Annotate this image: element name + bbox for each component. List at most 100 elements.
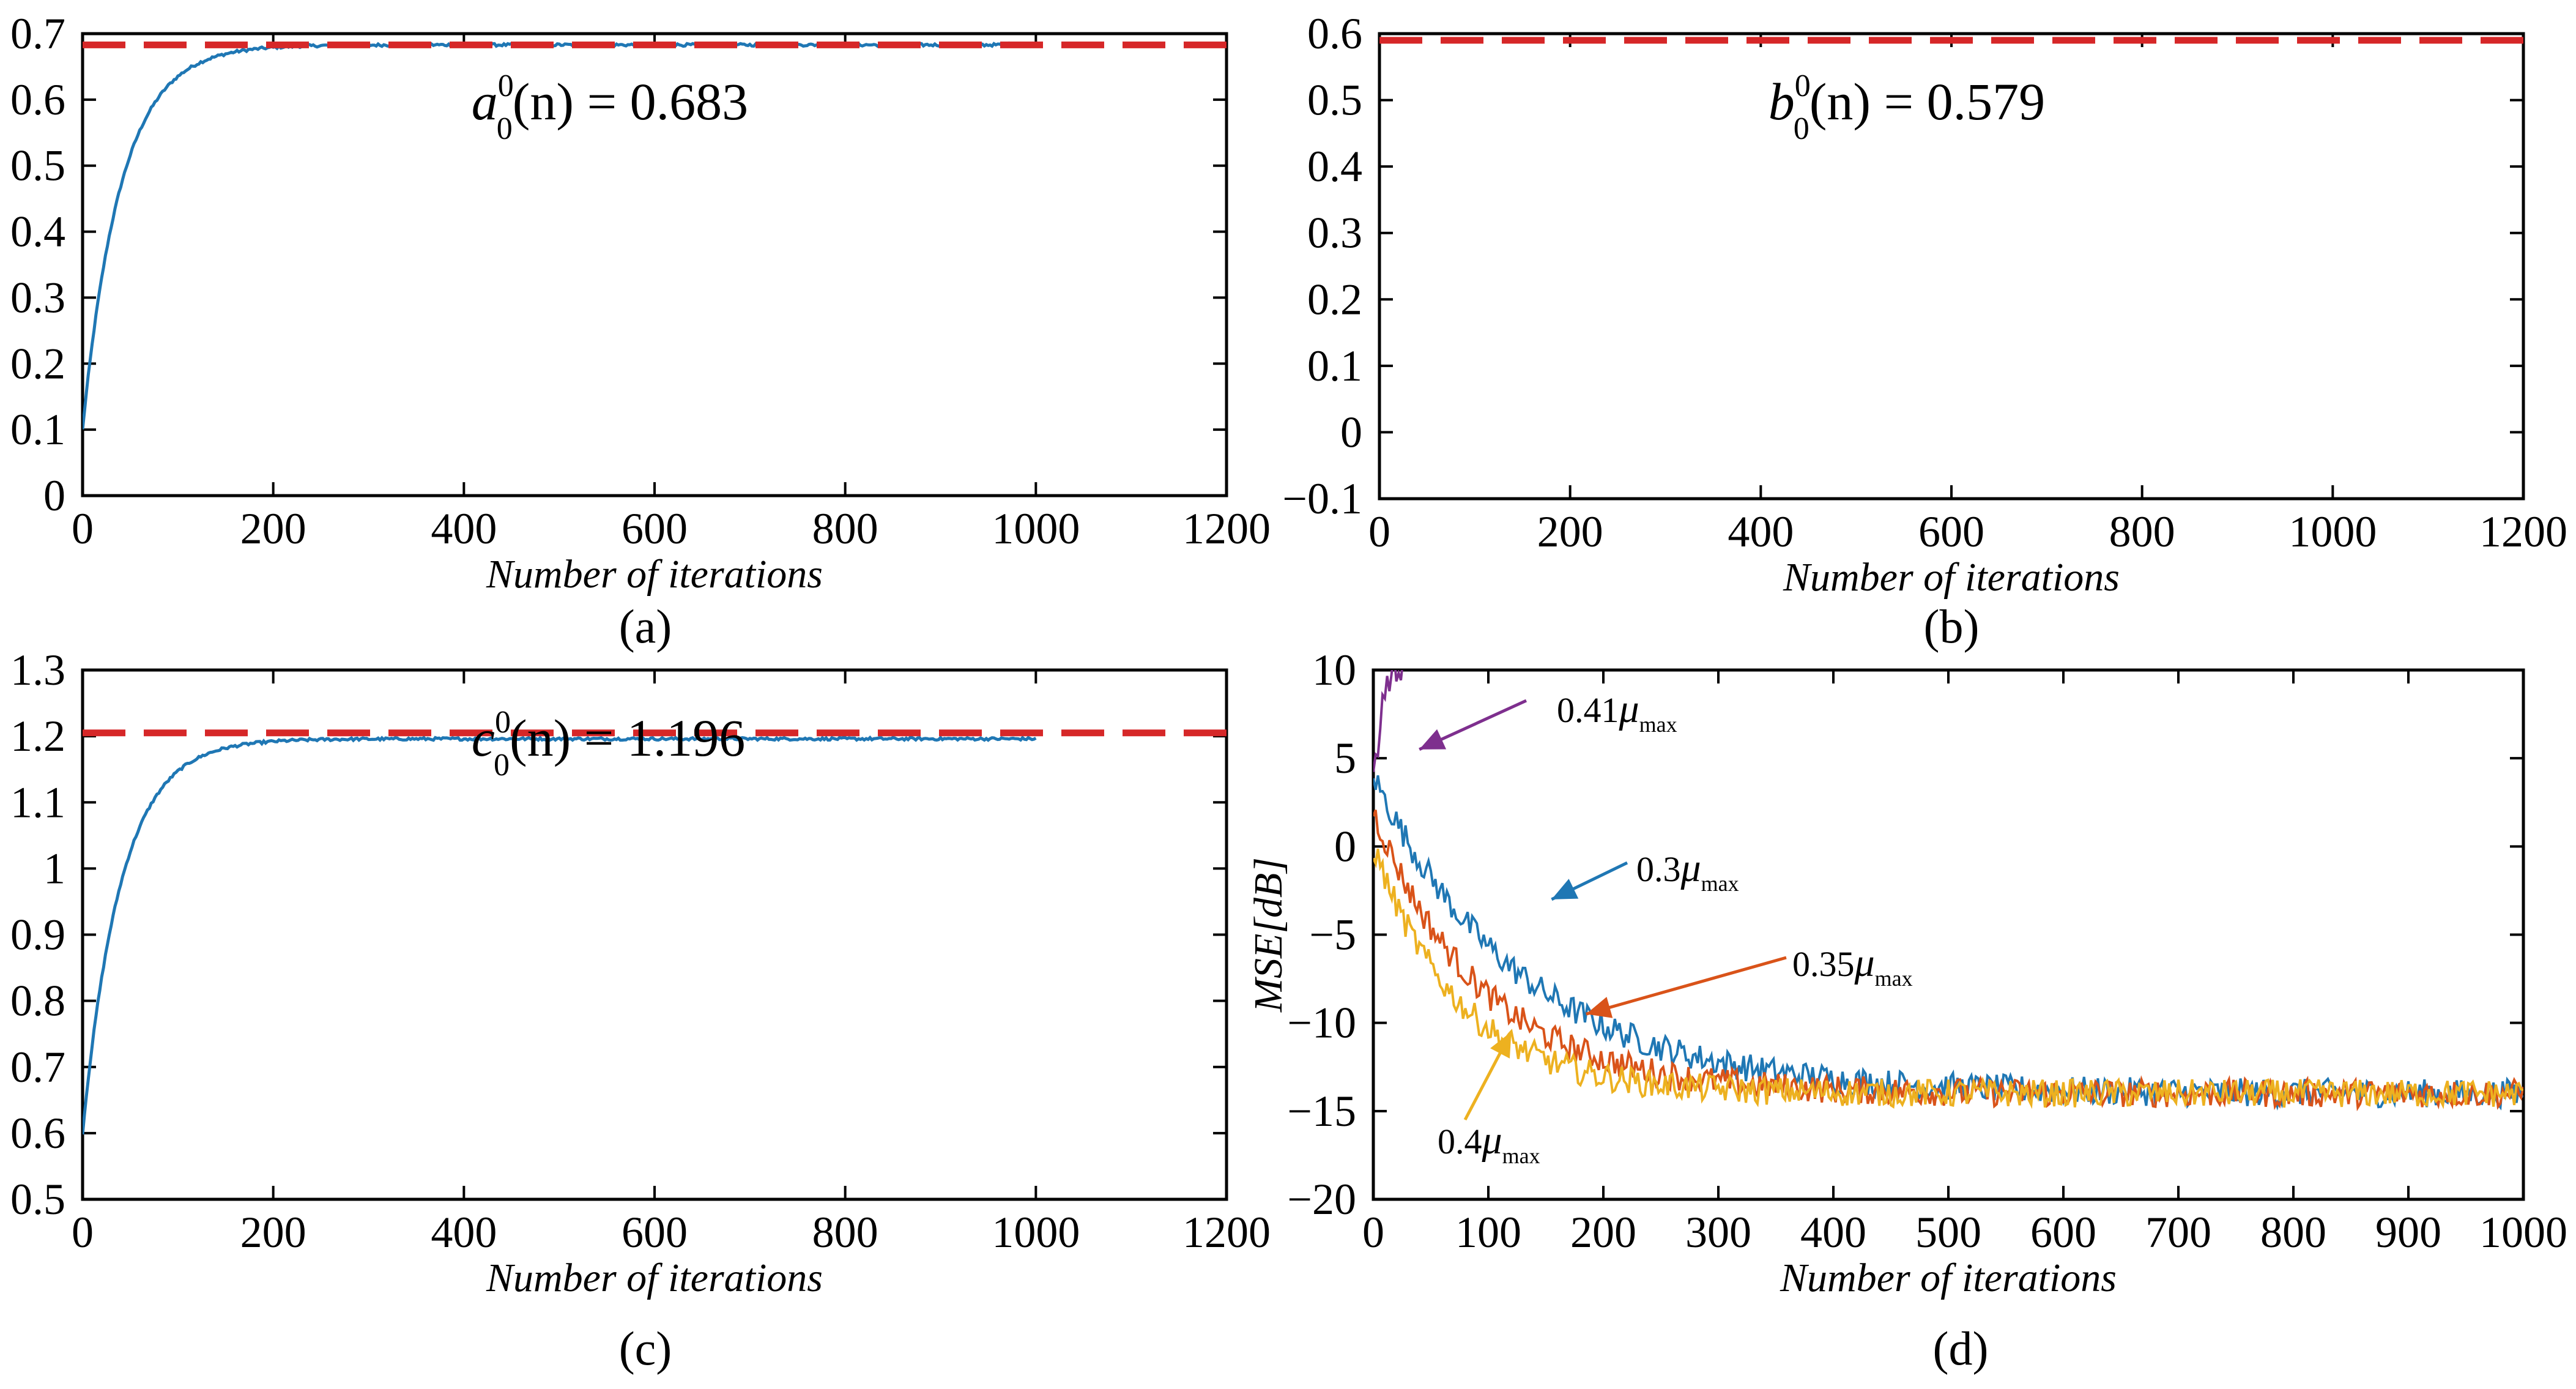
series-line [83,735,1037,1135]
x-axis-title: Number of iterations [1780,1256,2117,1300]
y-tick-label: 0.6 [1307,9,1362,58]
y-tick-label: 1 [43,844,65,893]
x-tick-label: 0 [72,1208,94,1257]
x-tick-label: 800 [2109,507,2175,556]
y-tick-label: 0.5 [10,1175,65,1224]
formula-base: a [472,72,498,131]
series-group [83,41,1227,430]
x-tick-label: 800 [2260,1208,2326,1257]
formula-annotation: c0 0(n) = 1.196 [472,705,745,783]
formula-annotation: a0 0(n) = 0.683 [472,69,748,146]
x-tick-label: 600 [622,1208,688,1257]
series-label-mu: μ [1619,687,1639,731]
series-label-value: 0.41 [1557,690,1619,730]
x-tick-label: 0 [1362,1208,1384,1257]
series-label-sub: max [1875,966,1913,991]
formula-annotation: b0 0(n) = 0.579 [1769,69,2045,146]
y-tick-label: 5 [1334,734,1356,783]
x-tick-label: 200 [240,1208,306,1257]
series-label-value: 0.35 [1792,944,1855,984]
x-tick-label: 400 [431,1208,497,1257]
y-tick-label: 0 [43,471,65,520]
formula-argument: (n) [510,709,571,767]
y-tick-label: 0.5 [1307,76,1362,125]
y-tick-label: −15 [1287,1087,1356,1136]
x-tick-label: 100 [1455,1208,1521,1257]
x-tick-label: 1000 [2288,507,2377,556]
arrow-head [1490,1032,1512,1059]
y-tick-label: 0.8 [10,977,65,1026]
y-tick-label: 0.1 [10,405,65,454]
x-axis-title: Number of iterations [486,1256,823,1300]
y-tick-label: 0.2 [10,339,65,388]
x-tick-label: 300 [1685,1208,1751,1257]
y-tick-label: 0.9 [10,910,65,959]
y-tick-label: −5 [1309,910,1356,959]
x-tick-label: 1200 [1182,504,1271,553]
x-tick-label: 1200 [1182,1208,1271,1257]
y-tick-label: 10 [1312,646,1356,694]
formula-value: = 1.196 [571,709,745,767]
series-label-sub: max [1502,1144,1540,1168]
series-label: 0.35μmax [1792,940,1913,991]
y-tick-label: 0.7 [10,9,65,58]
x-tick-label: 1200 [2479,507,2567,556]
formula-superscript: 0 [495,705,511,740]
panel-label: (d) [1933,1322,1989,1375]
series-line [1373,848,2523,1109]
x-tick-label: 1000 [992,1208,1080,1257]
x-tick-label: 1000 [2479,1208,2567,1257]
series-label-value: 0.3 [1636,849,1681,889]
formula-superscript: 0 [498,69,514,103]
x-axis-title: Number of iterations [486,552,823,597]
y-tick-label: 1.3 [10,646,65,694]
series-line [83,41,1037,430]
panel-label: (a) [619,600,672,653]
series-label-mu: μ [1482,1118,1502,1163]
y-tick-label: 0.5 [10,141,65,190]
x-tick-label: 500 [1915,1208,1981,1257]
x-axis-title: Number of iterations [1783,555,2120,600]
series-label: 0.4μmax [1438,1118,1540,1168]
panel-c: 0 200 400 600 800 1000 1200 0.5 0.6 0.7 0.8 0.9 1 1.1… [10,646,1271,1375]
arrow-head [1586,997,1613,1018]
formula-base: b [1769,72,1795,131]
plot-frame [1372,668,2525,1201]
formula-subscript: 0 [494,748,510,783]
y-tick-label: 0.6 [10,1109,65,1158]
series-label-mu: μ [1854,940,1875,985]
y-tick-label: 0 [1334,822,1356,871]
y-tick-label: 1.2 [10,712,65,761]
formula-base: c [472,709,495,767]
panel-label: (c) [619,1322,672,1375]
label-arrow [1586,956,1787,1016]
y-axis-title: MSE[dB] [1246,857,1291,1013]
series-line [1373,670,1403,772]
y-tick-label: 0.3 [1307,209,1362,258]
series-label-sub: max [1639,712,1677,737]
y-tick-label: 0.3 [10,273,65,322]
y-tick-label: 0.6 [10,75,65,124]
formula-superscript: 0 [1795,69,1811,103]
y-tick-label: −20 [1287,1175,1356,1224]
y-tick-label: 0.4 [1307,142,1362,191]
x-tick-label: 0 [1368,507,1390,556]
x-tick-label: 600 [622,504,688,553]
y-tick-label: 1.1 [10,778,65,827]
formula-subscript: 0 [497,111,513,146]
arrow-head [1551,879,1579,899]
series-group [1373,670,2523,1112]
formula-argument: (n) [1810,72,1871,131]
x-tick-label: 800 [812,1208,878,1257]
x-tick-label: 600 [2030,1208,2096,1257]
y-tick-label: −10 [1287,999,1356,1048]
x-tick-label: 700 [2145,1208,2211,1257]
y-tick-label: −0.1 [1282,474,1362,523]
x-tick-label: 200 [1570,1208,1636,1257]
y-tick-label: 0.7 [10,1043,65,1092]
panel-a: 0 200 400 600 800 1000 1200 0 0.1 0.2 0.3 0.4 0.5 0.6… [10,9,1271,653]
formula-value: = 0.579 [1871,72,2045,131]
x-tick-label: 0 [72,504,94,553]
x-tick-label: 200 [1537,507,1603,556]
